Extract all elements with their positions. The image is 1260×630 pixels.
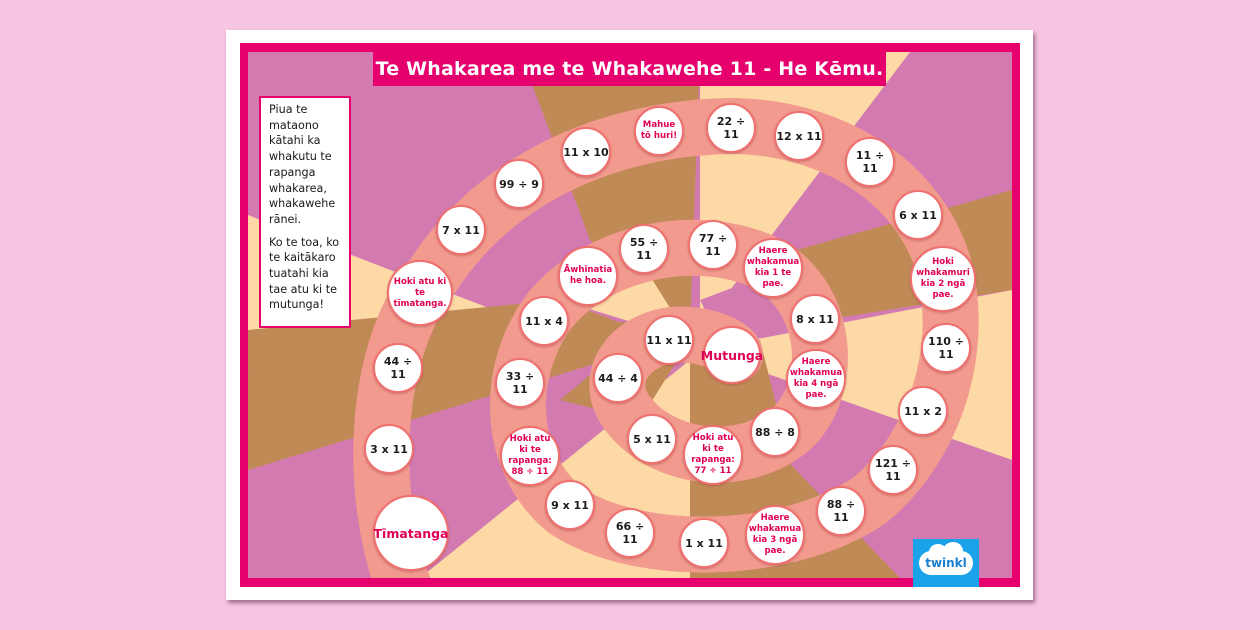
space-problem[interactable]: 3 x 11 [364,424,414,474]
space-move-forward-3[interactable]: Haere whakamua kia 3 ngā pae. [745,505,805,565]
space-problem[interactable]: 11 x 10 [561,127,611,177]
space-problem[interactable]: 121 ÷ 11 [868,445,918,495]
space-problem[interactable]: 44 ÷ 4 [593,353,643,403]
space-problem[interactable]: 88 ÷ 11 [816,486,866,536]
space-problem[interactable]: 12 x 11 [774,111,824,161]
space-help-a-friend[interactable]: Āwhinatia he hoa. [558,246,618,306]
space-problem[interactable]: 77 ÷ 11 [688,220,738,270]
space-problem[interactable]: 6 x 11 [893,190,943,240]
instructions-winner: Ko te toa, ko te kaitākaro tuatahi kia t… [269,235,340,312]
game-title: Te Whakarea me te Whakawehe 11 - He Kēmu… [373,52,886,86]
space-go-back-to-start[interactable]: Hoki atu ki te tīmatanga. [387,260,453,326]
space-miss-turn[interactable]: Mahue tō huri! [634,106,684,156]
space-return-to-problem[interactable]: Hoki atu ki te rapanga: 88 ÷ 11 [500,426,560,486]
twinkl-logo: twinkl [913,539,979,587]
space-problem[interactable]: 5 x 11 [627,414,677,464]
twinkl-cloud-logo-icon: twinkl [919,542,973,575]
space-problem[interactable]: 7 x 11 [436,205,486,255]
space-problem[interactable]: 11 ÷ 11 [845,137,895,187]
space-problem[interactable]: 33 ÷ 11 [495,358,545,408]
space-problem[interactable]: 55 ÷ 11 [619,224,669,274]
space-problem[interactable]: 66 ÷ 11 [605,508,655,558]
space-problem[interactable]: 44 ÷ 11 [373,343,423,393]
space-problem[interactable]: 22 ÷ 11 [706,103,756,153]
board-background-graphic [248,52,1012,578]
space-problem[interactable]: 11 x 4 [519,296,569,346]
space-problem[interactable]: 88 ÷ 8 [750,407,800,457]
instructions-box: Piua te mataono kātahi ka whakutu te rap… [259,96,351,328]
space-problem[interactable]: 1 x 11 [679,518,729,568]
space-problem[interactable]: 11 x 2 [898,386,948,436]
space-move-forward-4[interactable]: Haere whakamua kia 4 ngā pae. [786,349,846,409]
space-finish[interactable]: Mutunga [701,326,763,384]
space-go-back-2[interactable]: Hoki whakamuri kia 2 ngā pae. [910,246,976,312]
instructions-roll-dice: Piua te mataono kātahi ka whakutu te rap… [269,103,336,226]
space-move-forward-1[interactable]: Haere whakamua kia 1 te pae. [743,238,803,298]
space-problem[interactable]: 11 x 11 [644,315,694,365]
space-return-to-problem[interactable]: Hoki atu ki te rapanga: 77 ÷ 11 [683,425,743,485]
game-board [248,52,1012,578]
space-start[interactable]: Tīmatanga [373,495,449,571]
space-problem[interactable]: 99 ÷ 9 [494,159,544,209]
space-problem[interactable]: 110 ÷ 11 [921,323,971,373]
space-problem[interactable]: 9 x 11 [545,480,595,530]
space-problem[interactable]: 8 x 11 [790,294,840,344]
